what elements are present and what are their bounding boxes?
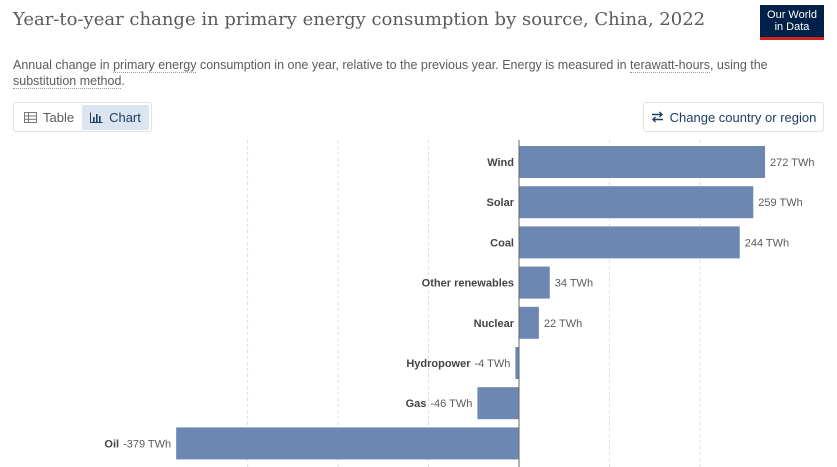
change-country-button[interactable]: Change country or region bbox=[643, 102, 824, 132]
tab-table[interactable]: Table bbox=[16, 105, 82, 130]
substitution-method-link[interactable]: substitution method bbox=[13, 74, 122, 89]
category-label: Hydropower bbox=[406, 358, 471, 370]
value-label: 272 TWh bbox=[770, 157, 814, 169]
chart-title: Year-to-year change in primary energy co… bbox=[13, 9, 706, 30]
bar-hydropower[interactable] bbox=[515, 347, 519, 379]
category-label: Other renewables bbox=[422, 278, 514, 290]
value-label: -46 TWh bbox=[430, 398, 472, 410]
bar-nuclear[interactable] bbox=[519, 306, 539, 339]
bar-gas[interactable] bbox=[477, 387, 519, 420]
bar-coal[interactable] bbox=[519, 226, 740, 259]
tab-chart[interactable]: Chart bbox=[82, 104, 149, 130]
swap-icon bbox=[651, 111, 663, 123]
category-label: Coal bbox=[490, 237, 514, 249]
category-label: Solar bbox=[486, 197, 514, 209]
category-label: Oil bbox=[104, 438, 119, 450]
category-label: Wind bbox=[487, 157, 514, 169]
value-label: 34 TWh bbox=[555, 278, 593, 290]
chart-subtitle: Annual change in primary energy consumpt… bbox=[13, 58, 768, 89]
value-label: 244 TWh bbox=[745, 237, 789, 249]
table-icon bbox=[24, 111, 37, 123]
primary-energy-link[interactable]: primary energy bbox=[113, 58, 197, 73]
bar-oil[interactable] bbox=[176, 427, 519, 460]
value-label: -379 TWh bbox=[123, 438, 171, 450]
bar-other-renewables[interactable] bbox=[519, 266, 550, 299]
bar-chart: Wind 272 TWh Solar 259 TWh Coal 244 TWh Other … bbox=[104, 140, 814, 467]
chart-icon bbox=[90, 112, 103, 123]
category-label: Nuclear bbox=[474, 318, 515, 330]
value-label: -4 TWh bbox=[475, 358, 511, 370]
value-label: 22 TWh bbox=[544, 318, 582, 330]
bar-wind[interactable] bbox=[519, 146, 766, 178]
bar-solar[interactable] bbox=[519, 186, 754, 219]
value-label: 259 TWh bbox=[758, 197, 802, 209]
category-label: Gas bbox=[406, 398, 427, 410]
view-tabs: Table Chart bbox=[13, 102, 152, 132]
owid-logo[interactable]: Our World in Data bbox=[760, 5, 824, 40]
terawatt-hours-link[interactable]: terawatt-hours bbox=[630, 58, 710, 73]
